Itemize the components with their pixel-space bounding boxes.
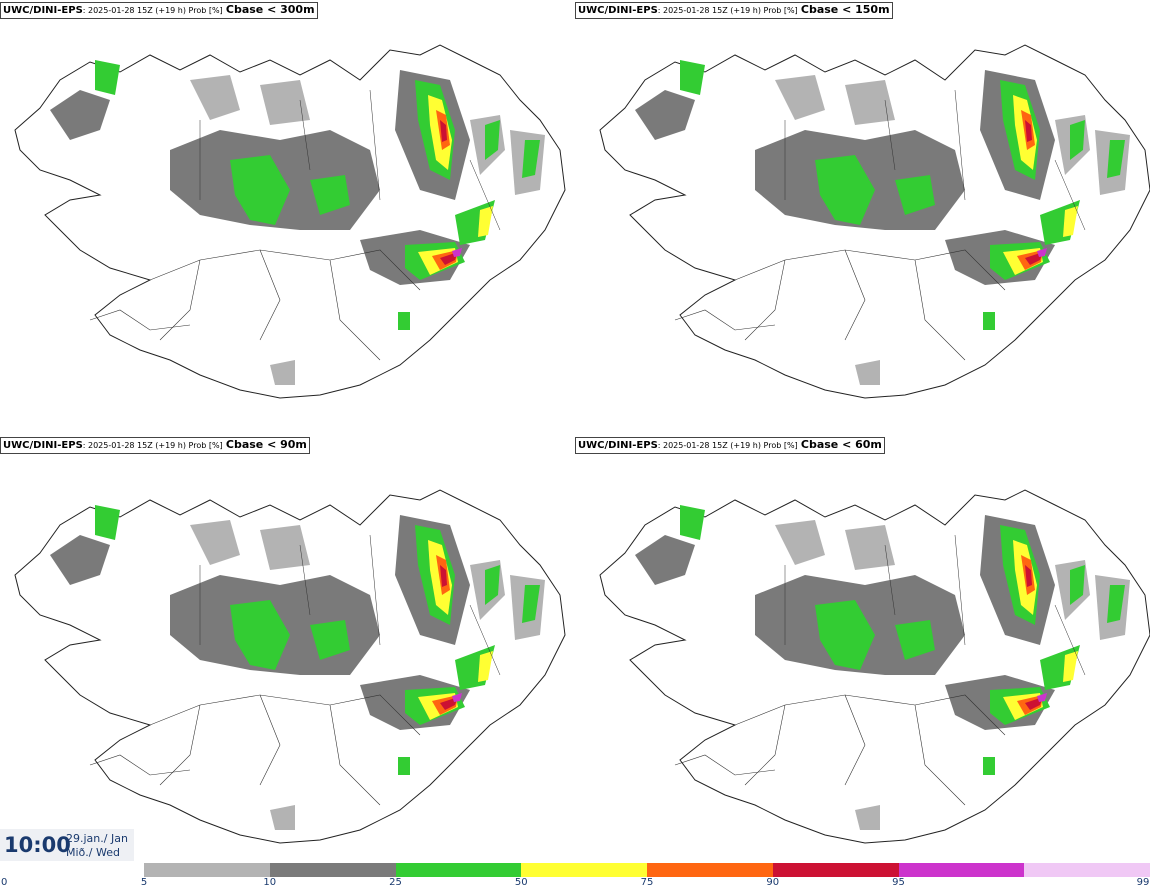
panel-header: UWC/DINI-EPS: 2025-01-28 15Z (+19 h) Pro…: [0, 437, 310, 454]
colorbar-tick-label: 50: [514, 877, 528, 888]
map-panel-150m: UWC/DINI-EPS: 2025-01-28 15Z (+19 h) Pro…: [575, 0, 1150, 435]
probability-map: [599, 489, 1150, 844]
run-info: : 2025-01-28 15Z (+19 h) Prob [%]: [657, 441, 798, 450]
colorbar-tick-label: 99: [1136, 877, 1150, 888]
panel-header: UWC/DINI-EPS: 2025-01-28 15Z (+19 h) Pro…: [575, 437, 885, 454]
model-source: UWC/DINI-EPS: [578, 5, 658, 16]
colorbar-segment: [269, 863, 396, 877]
colorbar-tick-label: 25: [389, 877, 402, 888]
colorbar-tick-label: 5: [140, 877, 148, 888]
variable-label: Cbase < 60m: [800, 438, 882, 451]
valid-time: 10:00: [4, 833, 71, 857]
colorbar-tick-label: 90: [766, 877, 780, 888]
colorbar-segment: [647, 863, 773, 877]
colorbar-segment: [898, 863, 1025, 877]
map-panel-300m: UWC/DINI-EPS: 2025-01-28 15Z (+19 h) Pro…: [0, 0, 575, 435]
colorbar-tick-label: 75: [640, 877, 654, 888]
run-info: : 2025-01-28 15Z (+19 h) Prob [%]: [82, 441, 223, 450]
probability-map: [14, 489, 566, 844]
variable-label: Cbase < 300m: [225, 3, 315, 16]
map-panel-90m: UWC/DINI-EPS: 2025-01-28 15Z (+19 h) Pro…: [0, 435, 575, 870]
model-source: UWC/DINI-EPS: [3, 5, 83, 16]
colorbar-segment: [1024, 863, 1150, 877]
panel-header: UWC/DINI-EPS: 2025-01-28 15Z (+19 h) Pro…: [575, 2, 893, 19]
run-info: : 2025-01-28 15Z (+19 h) Prob [%]: [657, 6, 798, 15]
colorbar-tick-label: 10: [263, 877, 277, 888]
probability-map: [599, 44, 1150, 399]
probability-map: [14, 44, 566, 399]
valid-day: Mið./ Wed: [66, 846, 120, 859]
run-info: : 2025-01-28 15Z (+19 h) Prob [%]: [82, 6, 223, 15]
valid-time-box: 10:00 29.jan./ Jan Mið./ Wed: [0, 829, 134, 861]
colorbar-tick-label: 95: [892, 877, 905, 888]
colorbar-segment: [521, 863, 647, 877]
colorbar-segment: [772, 863, 899, 877]
model-source: UWC/DINI-EPS: [3, 440, 83, 451]
panel-header: UWC/DINI-EPS: 2025-01-28 15Z (+19 h) Pro…: [0, 2, 318, 19]
map-panel-60m: UWC/DINI-EPS: 2025-01-28 15Z (+19 h) Pro…: [575, 435, 1150, 870]
colorbar-tick-label: 0: [1, 877, 8, 888]
valid-date: 29.jan./ Jan: [66, 832, 128, 845]
colorbar-segment: [144, 863, 270, 877]
colorbar: [144, 863, 1150, 877]
colorbar-segment: [395, 863, 522, 877]
model-source: UWC/DINI-EPS: [578, 440, 658, 451]
variable-label: Cbase < 150m: [800, 3, 890, 16]
variable-label: Cbase < 90m: [225, 438, 307, 451]
